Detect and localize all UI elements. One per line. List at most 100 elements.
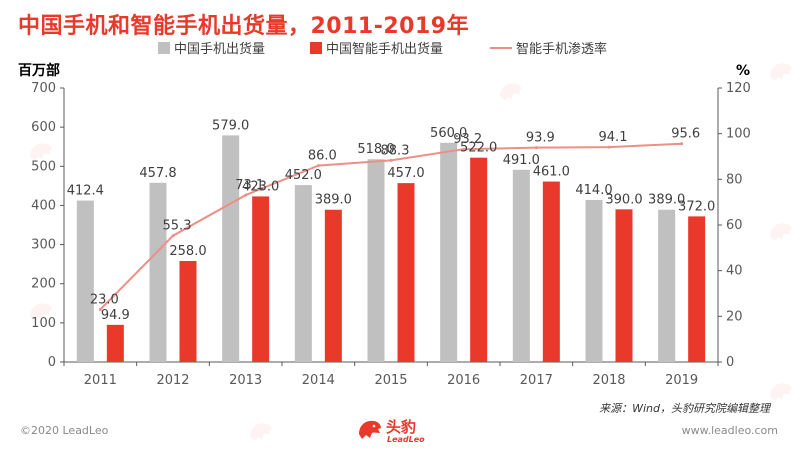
- bar-smartphone-shipments: [397, 183, 415, 362]
- y-right-tick-label: 100: [726, 127, 751, 142]
- line-point: [607, 145, 611, 149]
- y-right-tick-label: 0: [726, 355, 734, 370]
- line-point-label: 93.2: [453, 132, 482, 147]
- bar-smartphone-label: 94.9: [101, 308, 130, 323]
- x-tick-label: 2011: [84, 373, 117, 388]
- website-link[interactable]: www.leadleo.com: [681, 424, 778, 437]
- line-layer: [98, 142, 684, 311]
- bar-smartphone-shipments: [106, 324, 124, 362]
- y-left-tick-label: 400: [31, 198, 56, 213]
- bar-smartphone-shipments: [179, 261, 197, 362]
- bar-phone-shipments: [294, 185, 312, 362]
- y-axis-right-unit: %: [736, 63, 750, 79]
- line-point-label: 55.3: [163, 219, 192, 234]
- legend-swatch-phone: [158, 42, 170, 54]
- bar-smartphone-shipments: [470, 157, 488, 362]
- line-point-label: 73.1: [235, 178, 264, 193]
- y-right-tick-label: 20: [726, 309, 743, 324]
- bar-smartphone-label: 522.0: [460, 141, 497, 156]
- watermark-icon: [770, 223, 792, 241]
- bar-phone-shipments: [585, 199, 603, 362]
- bar-smartphone-label: 389.0: [315, 193, 352, 208]
- legend-label-rate: 智能手机渗透率: [516, 41, 607, 57]
- watermark-icon: [770, 383, 792, 401]
- bar-phone-label: 457.8: [139, 166, 176, 181]
- watermark-icon: [250, 423, 272, 441]
- y-left-tick-label: 500: [31, 159, 56, 174]
- y-right-tick-label: 40: [726, 264, 743, 279]
- bar-phone-shipments: [222, 135, 240, 362]
- y-right-tick-label: 60: [726, 218, 743, 233]
- line-point: [462, 147, 466, 151]
- y-right-tick-label: 120: [726, 81, 751, 96]
- bar-smartphone-shipments: [324, 209, 342, 362]
- axes-layer: 0 100 200 300 400 500 600 700 0 20 40 60 80 100 120 201…: [18, 62, 751, 388]
- x-tick-label: 2017: [520, 373, 553, 388]
- bar-smartphone-label: 461.0: [533, 165, 570, 180]
- x-tick-label: 2014: [302, 373, 335, 388]
- bar-phone-shipments: [149, 182, 167, 362]
- bar-phone-label: 518.0: [357, 142, 394, 157]
- x-tick-label: 2016: [447, 373, 480, 388]
- line-point-label: 94.1: [599, 130, 628, 145]
- bar-phone-shipments: [367, 159, 385, 362]
- bar-smartphone-shipments: [252, 196, 270, 362]
- bar-phone-label: 491.0: [503, 153, 540, 168]
- line-point-label: 23.0: [90, 292, 119, 307]
- line-point-label: 88.3: [381, 143, 410, 158]
- bar-smartphone-label: 457.0: [387, 166, 424, 181]
- y-left-tick-label: 700: [31, 81, 56, 96]
- leadleo-logo: 头豹 LeadLeo: [356, 416, 446, 446]
- y-axis-left-unit: 百万部: [18, 62, 60, 79]
- logo-subtext: LeadLeo: [387, 435, 425, 444]
- line-point-label: 86.0: [308, 149, 337, 164]
- line-point-label: 93.9: [526, 131, 555, 146]
- watermark-icon: [500, 83, 522, 101]
- bar-smartphone-label: 390.0: [605, 192, 642, 207]
- bar-smartphone-label: 258.0: [169, 244, 206, 259]
- watermark-layer: [30, 63, 792, 441]
- line-point-label: 95.6: [671, 127, 700, 142]
- watermark-icon: [30, 303, 52, 321]
- y-left-tick-label: 0: [48, 355, 56, 370]
- bars-layer: [76, 135, 706, 362]
- bar-smartphone-shipments: [615, 209, 633, 362]
- x-tick-label: 2013: [229, 373, 262, 388]
- bar-phone-label: 412.4: [67, 184, 104, 199]
- bar-smartphone-label: 372.0: [678, 199, 715, 214]
- data-labels-layer: 412.4 457.8 579.0 452.0 518.0 560.0 491.0 414.0…: [67, 118, 716, 322]
- chart-title: 中国手机和智能手机出货量，2011-2019年: [18, 14, 470, 39]
- x-tick-label: 2019: [665, 373, 698, 388]
- line-point: [171, 234, 175, 238]
- line-point: [98, 307, 102, 311]
- legend: 中国手机出货量 中国智能手机出货量 智能手机渗透率: [158, 41, 607, 57]
- legend-label-smartphone: 中国智能手机出货量: [326, 41, 443, 57]
- bar-phone-label: 579.0: [212, 118, 249, 133]
- y-left-tick-label: 100: [31, 316, 56, 331]
- bar-phone-shipments: [658, 209, 676, 362]
- y-left-tick-label: 300: [31, 238, 56, 253]
- bar-phone-shipments: [512, 169, 530, 362]
- x-tick-label: 2018: [592, 373, 625, 388]
- bar-phone-label: 389.0: [648, 193, 685, 208]
- copyright-text: ©2020 LeadLeo: [20, 424, 109, 437]
- y-left-tick-label: 200: [31, 277, 56, 292]
- bar-smartphone-shipments: [688, 216, 706, 362]
- x-tick-label: 2012: [156, 373, 189, 388]
- y-right-tick-label: 80: [726, 172, 743, 187]
- bar-phone-label: 560.0: [430, 126, 467, 141]
- bar-phone-shipments: [440, 142, 458, 362]
- bar-smartphone-shipments: [542, 181, 560, 362]
- line-point: [316, 164, 320, 168]
- bar-phone-label: 414.0: [575, 183, 612, 198]
- watermark-icon: [770, 63, 792, 81]
- legend-label-phone: 中国手机出货量: [174, 41, 265, 57]
- y-left-tick-label: 600: [31, 120, 56, 135]
- line-point: [389, 158, 393, 162]
- source-note: 来源：Wind，头豹研究院编辑整理: [599, 402, 770, 415]
- watermark-icon: [30, 143, 52, 161]
- bar-phone-label: 452.0: [285, 168, 322, 183]
- bar-phone-shipments: [76, 200, 94, 362]
- leopard-icon: [359, 420, 381, 439]
